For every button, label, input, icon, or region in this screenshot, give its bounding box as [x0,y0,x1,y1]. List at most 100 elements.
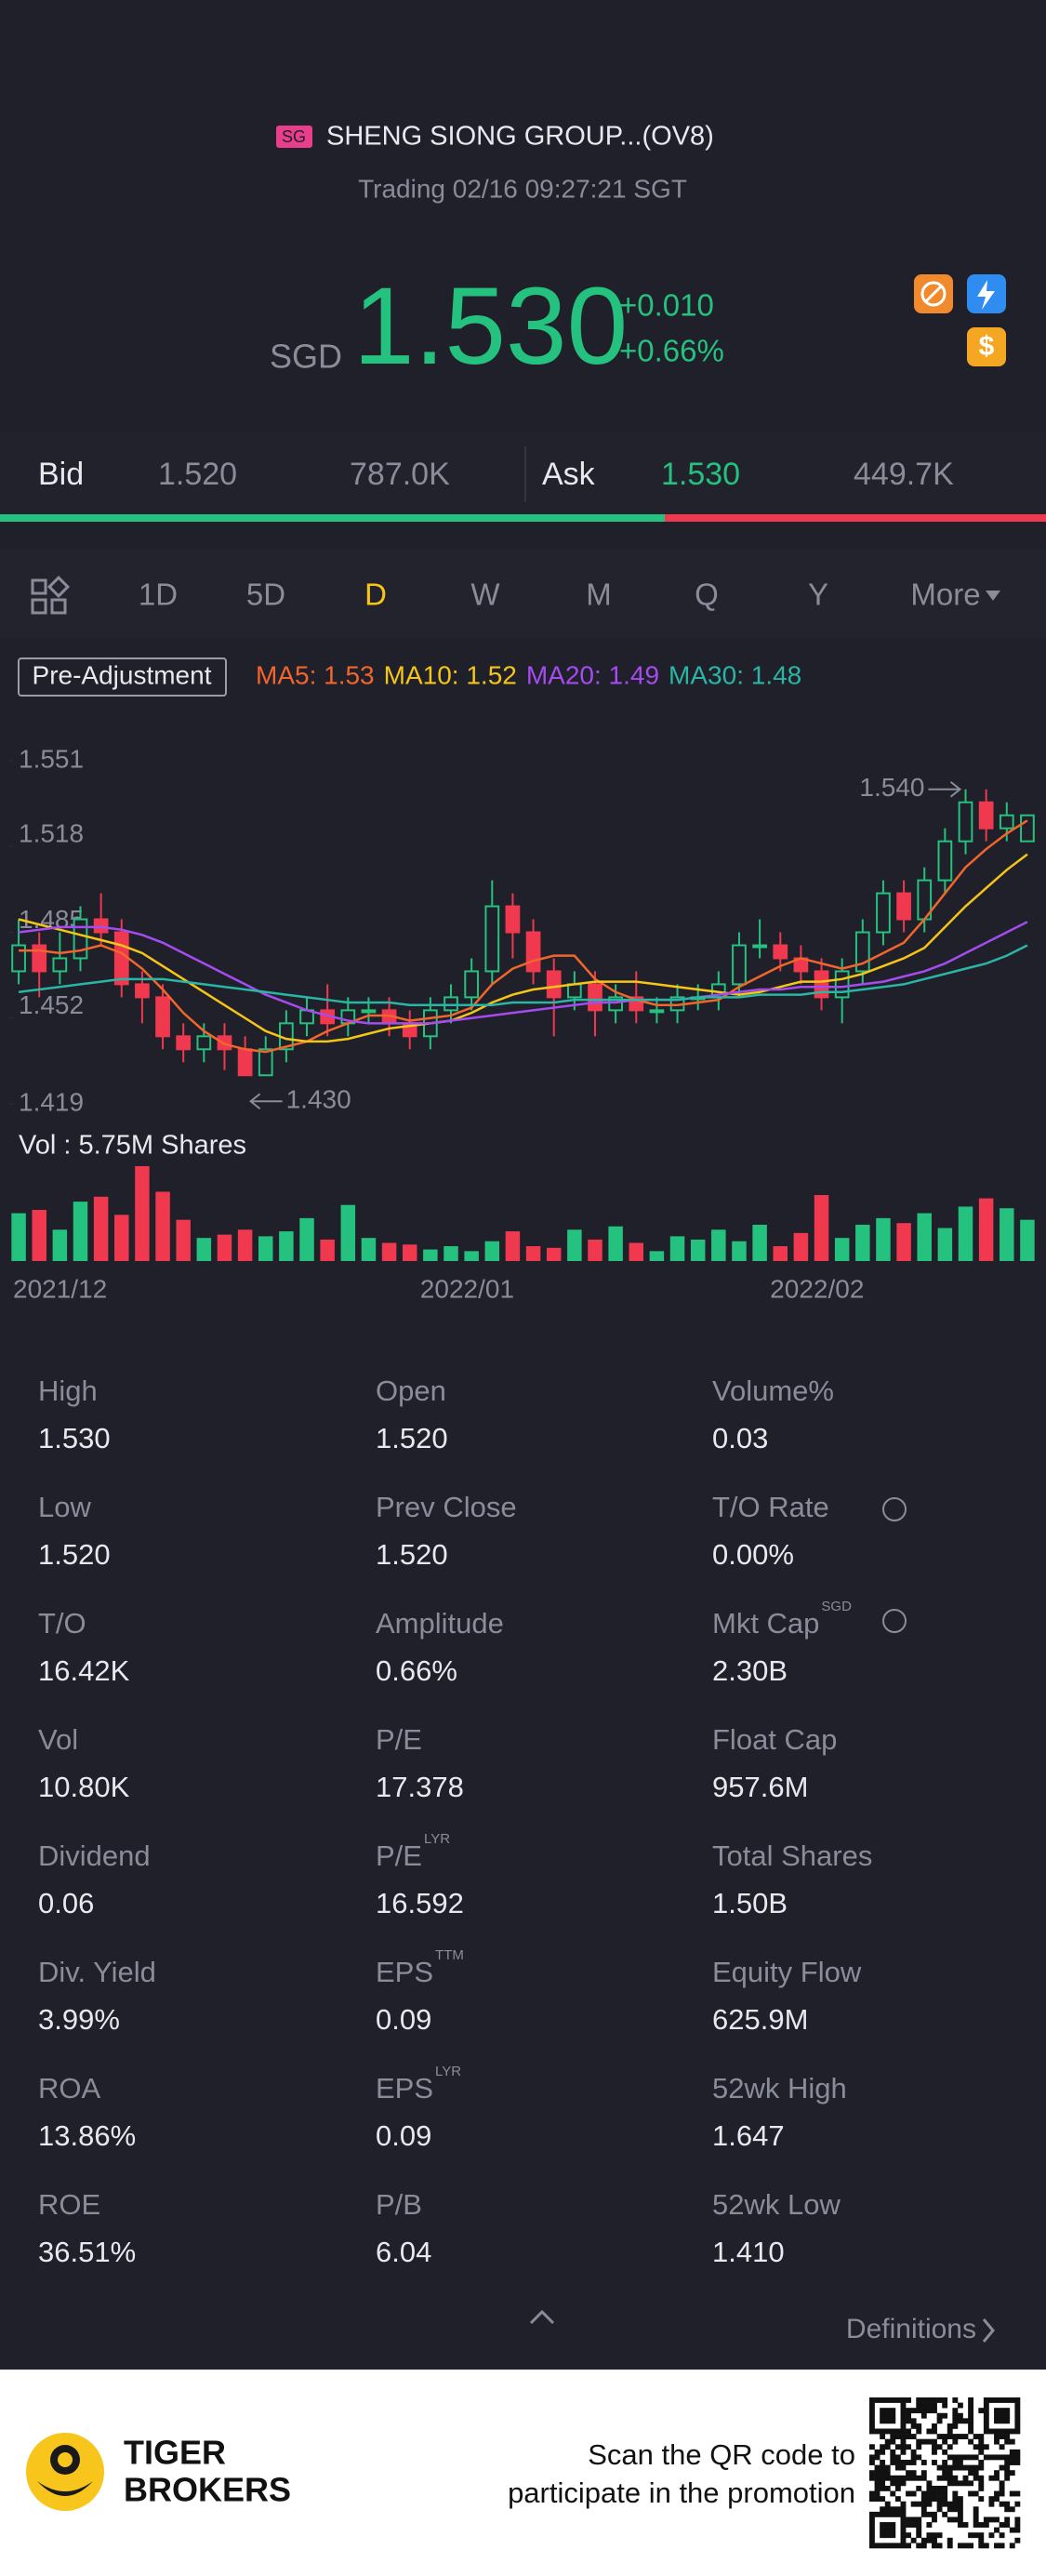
qr-cell [962,2522,969,2528]
stat-label: EPS [376,2072,433,2105]
qr-cell [880,2496,886,2503]
x-tick-label: 2021/12 [13,1274,107,1303]
brand-name: TIGER [124,2434,226,2472]
stat-label: Float Cap [712,1723,837,1756]
stat-label: Vol [38,1723,78,1756]
qr-cell [968,2464,974,2471]
stat-value: 1.647 [712,2119,785,2152]
qr-cell [1014,2397,1021,2403]
stat-label: 52wk Low [712,2188,841,2221]
qr-cell [1014,2423,1021,2429]
qr-cell [968,2397,974,2403]
qr-cell [894,2480,901,2487]
qr-cell [910,2408,917,2414]
qr-cell [874,2485,880,2491]
qr-cell [869,2423,875,2429]
info-icons[interactable] [882,1497,907,1633]
qr-cell [983,2454,989,2461]
stat-label: T/O [38,1607,86,1640]
layout-icon[interactable] [31,575,71,615]
stat-value: 36.51% [38,2236,136,2268]
qr-cell [983,2543,989,2549]
qr-cell [1009,2454,1015,2461]
qr-cell [994,2527,1000,2533]
stat-label: EPS [376,1956,433,1988]
stat-label: Volume% [712,1374,834,1407]
qr-cell [1009,2470,1015,2476]
qr-cell [1009,2527,1015,2533]
tab-bar-bg [0,549,1046,638]
qr-cell [884,2532,891,2539]
qr-cell [894,2454,901,2461]
qr-cell [936,2475,943,2481]
qr-cell [994,2434,1000,2439]
qr-cell [884,2408,891,2414]
qr-cell [947,2423,953,2429]
qr-cell [973,2434,979,2439]
qr-cell [994,2475,1000,2481]
qr-cell [957,2434,963,2439]
qr-cell [869,2490,875,2497]
qr-cell [932,2485,937,2491]
qr-cell [962,2543,969,2549]
qr-cell [884,2511,891,2517]
qr-cell [1009,2397,1015,2403]
qr-cell [973,2490,979,2497]
qr-cell [968,2454,974,2461]
stat-label: Prev Close [376,1491,517,1523]
period-tab[interactable]: Q [695,578,719,612]
stat-value: 1.50B [712,1887,788,1919]
volume-bar [402,1244,417,1261]
ma-line [19,819,1028,1054]
stat-value: 0.03 [712,1422,768,1454]
qr-cell [869,2397,875,2403]
period-tab[interactable]: 1D [139,578,178,612]
bid-bar [0,514,665,522]
qr-cell [1004,2522,1011,2528]
qr-cell [916,2522,922,2528]
qr-cell [999,2434,1005,2439]
qr-cell [952,2412,959,2419]
qr-cell [983,2418,989,2424]
stat-label: Open [376,1374,446,1407]
qr-cell [947,2537,953,2543]
qr-cell [957,2418,963,2424]
qr-cell [947,2501,953,2507]
qr-cell [983,2423,989,2429]
qr-cell [942,2449,948,2455]
period-tab[interactable]: D [364,578,387,612]
volume-bar [711,1229,726,1261]
qr-cell [884,2444,891,2450]
qr-cell [1014,2501,1021,2507]
qr-cell [973,2516,979,2523]
period-tab[interactable]: More [910,578,980,612]
qr-cell [947,2475,953,2481]
qr-cell [994,2438,1000,2445]
qr-cell [916,2543,922,2549]
qr-cell [957,2543,963,2549]
y-tick-label: 1.419 [19,1087,84,1116]
period-tab[interactable]: M [586,578,612,612]
qr-cell [999,2444,1005,2450]
qr-cell [916,2438,922,2445]
period-tab[interactable]: W [470,578,500,612]
qr-cell [1009,2460,1015,2465]
qr-cell [880,2412,886,2419]
adjustment-box[interactable] [18,657,227,697]
qr-cell [999,2522,1005,2528]
qr-cell [988,2397,995,2403]
qr-cell [926,2402,933,2409]
qr-cell [906,2475,911,2481]
qr-cell [916,2428,922,2435]
qr-cell [936,2412,943,2419]
collapse-arrow[interactable] [529,2309,555,2325]
qr-cell [884,2428,891,2435]
qr-cell [1004,2418,1011,2424]
period-tab[interactable]: 5D [246,578,285,612]
period-tab[interactable]: Y [808,578,828,612]
qr-cell [900,2543,907,2549]
candle-body [1020,814,1035,843]
definitions-link[interactable]: Definitions [846,2314,976,2344]
qr-cell [926,2496,933,2503]
qr-cell [916,2408,922,2414]
